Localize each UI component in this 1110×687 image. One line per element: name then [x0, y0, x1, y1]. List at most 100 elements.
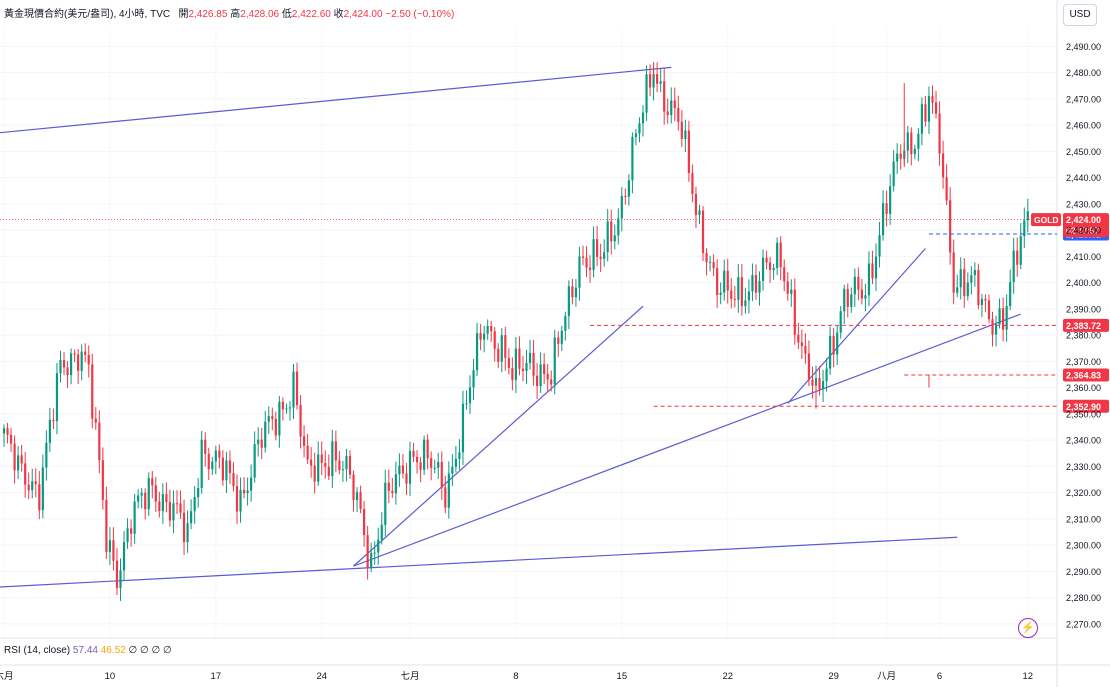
candle-body: [1005, 306, 1008, 330]
candle-body: [998, 308, 1001, 325]
y-tick-label: 2,430.00: [1066, 199, 1101, 209]
candle-body: [41, 467, 44, 511]
candle-body: [832, 335, 835, 355]
x-tick-label: 24: [316, 671, 327, 682]
candle-body: [677, 107, 680, 122]
candle-body: [193, 497, 196, 512]
candle-body: [239, 489, 242, 512]
candle-body: [934, 102, 938, 114]
candle-body: [790, 289, 793, 294]
candle-body: [772, 267, 775, 270]
high-label: 高: [230, 9, 241, 20]
candle-body: [2, 428, 6, 434]
symbol-tag: [1031, 213, 1061, 227]
candle-body: [345, 456, 348, 470]
candle-body: [415, 456, 419, 463]
candle-body: [253, 444, 256, 478]
candle-body: [592, 239, 595, 270]
candle-body: [807, 353, 811, 380]
y-tick-label: 2,310.00: [1066, 514, 1101, 524]
candle-body: [970, 275, 973, 283]
rsi-label[interactable]: RSI (14, close): [4, 645, 71, 656]
candle-body: [6, 428, 9, 435]
candle-body: [733, 298, 736, 300]
candle-body: [101, 460, 104, 500]
candle-body: [479, 333, 482, 340]
candle-body: [490, 325, 493, 332]
candle-body: [860, 289, 863, 299]
candle-body: [430, 458, 433, 468]
y-tick-label: 2,380.00: [1066, 331, 1101, 341]
y-tick-label: 2,490.00: [1066, 42, 1101, 52]
candle-body: [606, 221, 609, 253]
candle-body: [168, 502, 172, 521]
candle-body: [387, 482, 390, 491]
candle-body: [889, 186, 892, 214]
candles: [2, 62, 1029, 601]
candle-body: [274, 418, 277, 436]
candle-body: [454, 458, 457, 467]
trendline: [787, 248, 926, 404]
price-marker-tag: [1063, 318, 1109, 332]
symbol-legend: 黃金現價合約(美元/盎司), 4小時, TVC 開2,426.85 高2,428…: [4, 5, 454, 20]
candle-body: [613, 235, 616, 242]
candle-body: [871, 263, 874, 279]
price-marker-label: 2,383.72: [1066, 321, 1101, 331]
candle-body: [324, 463, 327, 467]
candle-body: [204, 439, 207, 454]
candle-body: [712, 262, 715, 269]
y-tick-label: 2,280.00: [1066, 593, 1101, 603]
candle-body: [62, 360, 66, 368]
candle-body: [271, 416, 274, 419]
candle-body: [17, 455, 20, 471]
candle-body: [327, 466, 330, 477]
candle-body: [550, 379, 553, 385]
lightning-icon[interactable]: ⚡: [1018, 618, 1038, 638]
symbol-tag-label: GOLD: [1034, 215, 1059, 225]
candle-body: [945, 177, 948, 201]
price-marker-label: 2,364.83: [1066, 370, 1101, 380]
candle-body: [980, 298, 984, 306]
trendlines[interactable]: [0, 66, 1021, 588]
candle-body: [172, 503, 175, 521]
candle-body: [458, 452, 461, 459]
candle-body: [285, 408, 288, 410]
candle-body: [80, 351, 83, 371]
currency-button[interactable]: USD: [1063, 4, 1097, 26]
candle-body: [648, 74, 652, 88]
candle-body: [931, 96, 934, 103]
candle-body: [963, 269, 966, 297]
change-value: −2.50 (−0.10%): [385, 9, 455, 20]
candle-body: [493, 331, 496, 349]
candle-body: [694, 194, 698, 215]
candle-body: [55, 373, 59, 422]
candle-body: [408, 451, 412, 484]
candle-body: [468, 387, 472, 404]
open-value: 2,426.85: [188, 9, 228, 20]
price-axis[interactable]: 2,270.00 2,280.00 2,290.00 2,300.00 2,310.00…: [1066, 42, 1101, 630]
y-tick-label: 2,360.00: [1066, 383, 1101, 393]
candle-body: [588, 267, 592, 270]
candle-body: [483, 333, 486, 340]
candle-body: [292, 371, 295, 408]
candle-body: [108, 540, 112, 552]
candle-body: [313, 465, 316, 482]
candle-body: [497, 348, 500, 362]
candle-body: [684, 130, 687, 139]
candle-body: [475, 333, 479, 371]
y-tick-label: 2,460.00: [1066, 121, 1101, 131]
candle-body: [355, 492, 359, 501]
candle-body: [758, 280, 761, 293]
symbol-title[interactable]: 黃金現價合約(美元/盎司), 4小時, TVC: [4, 9, 171, 20]
candle-body: [122, 542, 126, 571]
y-tick-label: 2,370.00: [1066, 357, 1101, 367]
candle-body: [624, 195, 627, 197]
candle-body: [885, 203, 888, 214]
candle-body: [994, 324, 998, 335]
candle-body: [267, 416, 270, 422]
time-axis[interactable]: 六月 10 17 24 七月 8 15 22 29 八月 6 12: [0, 670, 1033, 682]
candle-body: [578, 256, 581, 288]
trendline: [0, 66, 672, 134]
y-tick-label: 2,420.00: [1066, 226, 1101, 236]
